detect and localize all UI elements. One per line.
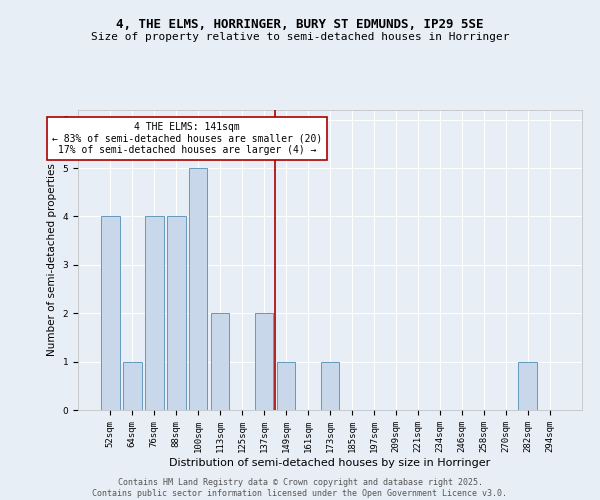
Text: Size of property relative to semi-detached houses in Horringer: Size of property relative to semi-detach… [91, 32, 509, 42]
Bar [145, 216, 164, 410]
Bar [211, 313, 229, 410]
Y-axis label: Number of semi-detached properties: Number of semi-detached properties [47, 164, 57, 356]
Bar [277, 362, 295, 410]
Bar [320, 362, 340, 410]
Text: 4 THE ELMS: 141sqm
← 83% of semi-detached houses are smaller (20)
17% of semi-de: 4 THE ELMS: 141sqm ← 83% of semi-detache… [52, 122, 322, 156]
Bar [167, 216, 185, 410]
Bar [123, 362, 142, 410]
Text: 4, THE ELMS, HORRINGER, BURY ST EDMUNDS, IP29 5SE: 4, THE ELMS, HORRINGER, BURY ST EDMUNDS,… [116, 18, 484, 30]
Bar [189, 168, 208, 410]
Bar [101, 216, 119, 410]
Bar [255, 313, 274, 410]
X-axis label: Distribution of semi-detached houses by size in Horringer: Distribution of semi-detached houses by … [169, 458, 491, 468]
Text: Contains HM Land Registry data © Crown copyright and database right 2025.
Contai: Contains HM Land Registry data © Crown c… [92, 478, 508, 498]
Bar [518, 362, 537, 410]
